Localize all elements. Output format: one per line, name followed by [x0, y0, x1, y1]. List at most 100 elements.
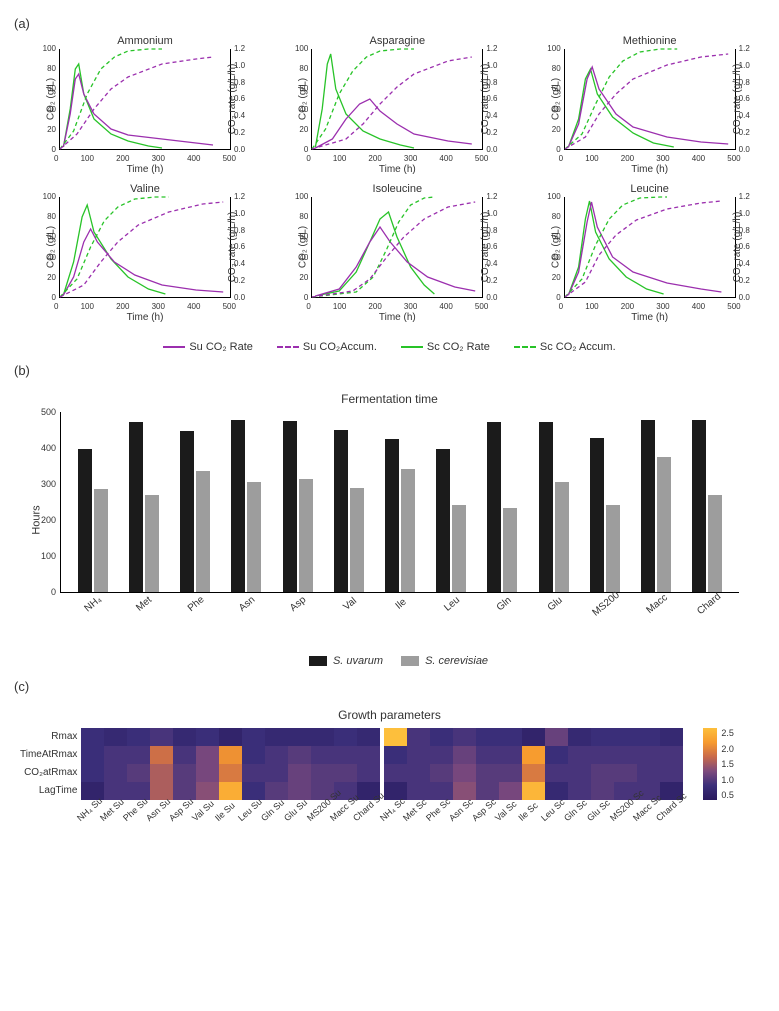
heat-cell: [265, 728, 288, 746]
chart-title: Leucine: [535, 183, 765, 195]
plot-area: 100806040200 1.21.00.80.60.40.20.0 01002…: [59, 197, 231, 298]
panel-c-label: (c): [14, 679, 769, 694]
heat-cell: [334, 746, 357, 764]
heat-cell: [545, 764, 568, 782]
plot-area: 100806040200 1.21.00.80.60.40.20.0 01002…: [564, 49, 736, 150]
line-chart: Leucine 100806040200 1.21.00.80.60.40.20…: [535, 183, 765, 323]
heat-cell: [545, 746, 568, 764]
chart-title: Isoleucine: [282, 183, 512, 195]
bar-su: [334, 430, 348, 592]
heat-cell: [591, 746, 614, 764]
line-chart: Ammonium 100806040200 1.21.00.80.60.40.2…: [30, 35, 260, 175]
heat-cell: [453, 746, 476, 764]
bar-group: [67, 449, 118, 592]
bar-group: [374, 439, 425, 592]
heat-cell: [219, 728, 242, 746]
x-axis-label: Time (h): [30, 164, 260, 175]
heat-cell: [476, 728, 499, 746]
heat-cell: [660, 764, 683, 782]
chart-title: Ammonium: [30, 35, 260, 47]
heat-cell: [104, 764, 127, 782]
heat-cell: [499, 782, 522, 800]
line-chart: Asparagine 100806040200 1.21.00.80.60.40…: [282, 35, 512, 175]
heat-cell: [568, 764, 591, 782]
heat-cell: [384, 764, 407, 782]
plot-area: 100806040200 1.21.00.80.60.40.20.0 01002…: [311, 197, 483, 298]
heat-cell: [104, 782, 127, 800]
bar-group: [631, 420, 682, 592]
line-legend: Su CO₂ RateSu CO₂Accum.Sc CO₂ RateSc CO₂…: [10, 341, 769, 353]
heat-row-label: LagTime: [20, 782, 77, 800]
heat-cell: [407, 746, 430, 764]
heat-cell: [499, 728, 522, 746]
heat-cell: [357, 764, 380, 782]
heat-cell: [288, 764, 311, 782]
colorbar: 2.52.01.51.00.5: [703, 728, 734, 800]
heat-cell: [150, 764, 173, 782]
heat-cell: [453, 728, 476, 746]
bar-group: [169, 431, 220, 592]
heat-cell: [288, 728, 311, 746]
bar-legend: S. uvarumS. cerevisiae: [10, 655, 769, 667]
heat-cell: [311, 764, 334, 782]
legend-item: S. uvarum: [291, 655, 383, 667]
x-axis-label: Time (h): [282, 312, 512, 323]
heat-cell: [430, 746, 453, 764]
plot-area: 100806040200 1.21.00.80.60.40.20.0 01002…: [311, 49, 483, 150]
bar-group: [118, 422, 169, 592]
line-chart-grid: Ammonium 100806040200 1.21.00.80.60.40.2…: [30, 35, 769, 323]
legend-item: Su CO₂Accum.: [277, 341, 377, 353]
line-chart: Valine 100806040200 1.21.00.80.60.40.20.…: [30, 183, 260, 323]
bar-sc: [708, 495, 722, 592]
heat-cell: [81, 782, 104, 800]
heat-cell: [242, 746, 265, 764]
heat-cell: [150, 728, 173, 746]
bar-sc: [94, 489, 108, 592]
x-axis-label: Time (h): [30, 312, 260, 323]
heat-cell: [242, 764, 265, 782]
plot-area: 100806040200 1.21.00.80.60.40.20.0 01002…: [59, 49, 231, 150]
bar-sc: [452, 505, 466, 592]
heat-cell: [173, 746, 196, 764]
chart-title: Valine: [30, 183, 260, 195]
heat-cell: [522, 728, 545, 746]
heat-cell: [545, 782, 568, 800]
bar-group: [682, 420, 733, 592]
heat-cell: [104, 728, 127, 746]
bar-sc: [196, 471, 210, 592]
heat-cell: [357, 728, 380, 746]
bar-group: [323, 430, 374, 592]
heat-cell: [357, 746, 380, 764]
heat-cell: [568, 728, 591, 746]
line-chart: Isoleucine 100806040200 1.21.00.80.60.40…: [282, 183, 512, 323]
bar-sc: [503, 508, 517, 592]
heat-cell: [522, 746, 545, 764]
bar-group: [221, 420, 272, 592]
bar-sc: [299, 479, 313, 592]
bar-su: [180, 431, 194, 592]
bar-su: [692, 420, 706, 592]
heat-cell: [430, 764, 453, 782]
heat-cell: [614, 728, 637, 746]
bar-y-ticks: 5004003002001000: [32, 407, 56, 597]
bar-sc: [555, 482, 569, 592]
heat-cell: [104, 746, 127, 764]
x-axis-label: Time (h): [535, 164, 765, 175]
legend-item: Su CO₂ Rate: [163, 341, 253, 353]
bar-su: [129, 422, 143, 592]
heat-grid: [81, 728, 683, 800]
heat-cell: [81, 746, 104, 764]
heat-cell: [265, 746, 288, 764]
bar-sc: [401, 469, 415, 592]
heat-col-labels: NH₄ SuMet SuPhe SuAsn SuAsp SuVal SuIle …: [81, 800, 683, 840]
heat-cell: [150, 782, 173, 800]
heat-cell: [476, 782, 499, 800]
panel-b-title: Fermentation time: [10, 392, 769, 406]
x-axis-label: Time (h): [535, 312, 765, 323]
heat-cell: [499, 764, 522, 782]
heatmap: RmaxTimeAtRmaxCO₂atRmaxLagTime NH₄ SuMet…: [20, 728, 769, 840]
heat-cell: [127, 764, 150, 782]
heat-cell: [334, 764, 357, 782]
heat-cell: [384, 728, 407, 746]
heat-cell: [384, 782, 407, 800]
